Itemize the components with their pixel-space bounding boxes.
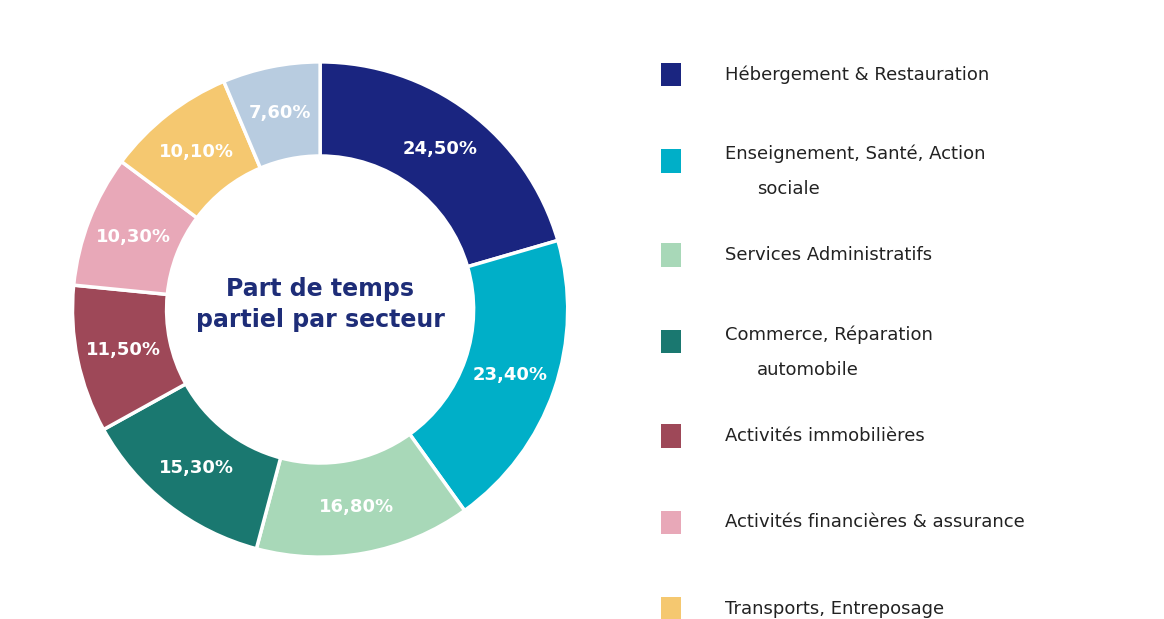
Wedge shape: [320, 62, 558, 267]
Wedge shape: [104, 384, 281, 549]
FancyBboxPatch shape: [661, 511, 681, 534]
Text: Activités immobilières: Activités immobilières: [725, 426, 924, 445]
Text: sociale: sociale: [757, 180, 819, 198]
Text: 10,30%: 10,30%: [95, 228, 171, 246]
Wedge shape: [72, 285, 186, 430]
Wedge shape: [256, 434, 464, 557]
FancyBboxPatch shape: [661, 243, 681, 267]
Text: 11,50%: 11,50%: [86, 341, 161, 359]
FancyBboxPatch shape: [661, 424, 681, 448]
Text: 23,40%: 23,40%: [473, 366, 547, 384]
FancyBboxPatch shape: [661, 149, 681, 173]
Text: Part de temps
partiel par secteur: Part de temps partiel par secteur: [196, 277, 445, 332]
Text: Services Administratifs: Services Administratifs: [725, 246, 932, 264]
Wedge shape: [223, 62, 320, 168]
Text: 15,30%: 15,30%: [159, 459, 234, 477]
Text: Transports, Entreposage: Transports, Entreposage: [725, 600, 944, 618]
Text: Activités financières & assurance: Activités financières & assurance: [725, 513, 1024, 532]
Text: 10,10%: 10,10%: [158, 143, 234, 161]
Wedge shape: [410, 240, 568, 511]
FancyBboxPatch shape: [661, 63, 681, 86]
Text: 24,50%: 24,50%: [403, 140, 478, 158]
FancyBboxPatch shape: [661, 597, 681, 619]
Text: Commerce, Réparation: Commerce, Réparation: [725, 325, 932, 344]
Text: automobile: automobile: [757, 360, 859, 379]
Text: 7,60%: 7,60%: [249, 104, 312, 122]
Wedge shape: [121, 82, 261, 218]
Wedge shape: [73, 162, 197, 295]
Text: Hébergement & Restauration: Hébergement & Restauration: [725, 65, 989, 84]
Text: 16,80%: 16,80%: [319, 498, 393, 516]
FancyBboxPatch shape: [661, 330, 681, 353]
Text: Enseignement, Santé, Action: Enseignement, Santé, Action: [725, 144, 986, 163]
